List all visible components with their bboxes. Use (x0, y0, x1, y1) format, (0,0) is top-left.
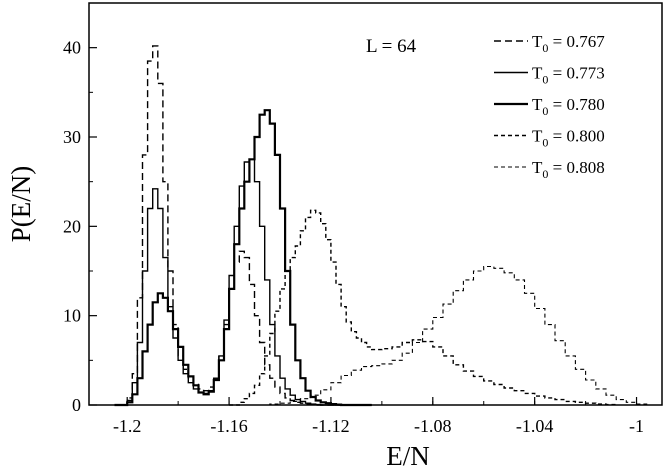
legend-label: T0 = 0.808 (532, 158, 605, 181)
plot-frame (88, 2, 663, 406)
y-axis-title: P(E/N) (6, 166, 36, 243)
x-tick-label: -1.08 (414, 416, 452, 436)
chart-annotation: L = 64 (366, 36, 417, 57)
series-line-3 (229, 209, 617, 406)
y-tick-label: 30 (63, 127, 81, 147)
y-tick-label: 0 (72, 395, 81, 415)
plot-area (114, 45, 648, 407)
series-line-1 (114, 158, 372, 406)
series-line-0 (114, 45, 372, 406)
legend: T0 = 0.767 T0 = 0.773 T0 = 0.780 T0 = 0.800… (494, 32, 605, 181)
series-line-4 (254, 265, 648, 406)
x-axis: -1.2 -1.16 -1.12 -1.08 -1.04 -1 (113, 397, 644, 436)
series-line-2 (114, 109, 372, 407)
x-tick-label: -1.12 (312, 416, 350, 436)
x-tick-label: -1.04 (516, 416, 554, 436)
x-axis-title: E/N (386, 441, 430, 471)
legend-label: T0 = 0.800 (532, 127, 605, 150)
legend-label: T0 = 0.767 (532, 32, 605, 55)
legend-label: T0 = 0.773 (532, 64, 605, 87)
y-tick-label: 20 (63, 216, 81, 236)
x-tick-label: -1.16 (210, 416, 248, 436)
y-axis: 0 10 20 30 40 (63, 38, 97, 415)
x-tick-label: -1.2 (113, 416, 142, 436)
y-tick-label: 40 (63, 38, 81, 58)
y-tick-label: 10 (63, 306, 81, 326)
x-tick-label: -1 (629, 416, 644, 436)
legend-label: T0 = 0.780 (532, 95, 605, 118)
